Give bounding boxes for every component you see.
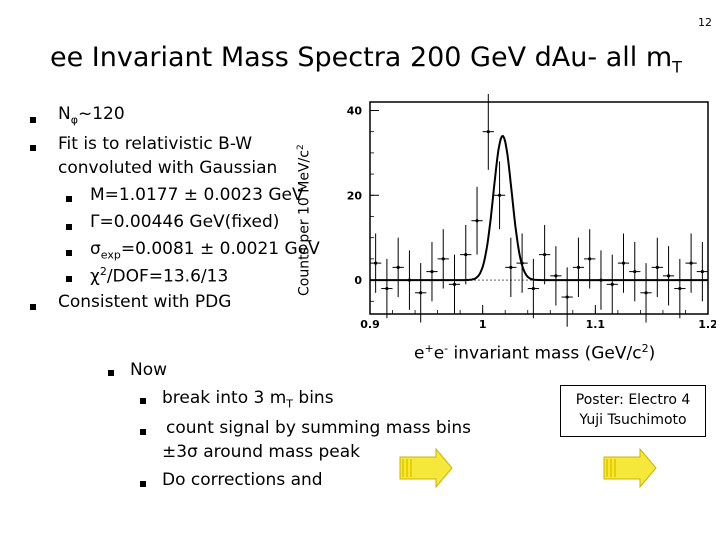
fit-curve (370, 134, 708, 282)
arrow-shape (399, 447, 453, 489)
item-break-bins: break into 3 mT bins (162, 388, 334, 410)
data-point (531, 286, 535, 291)
data-point (543, 253, 547, 257)
item-corrections: Do corrections and (162, 470, 323, 490)
n-phi-subscript: φ (70, 113, 78, 127)
bullet-consistent-pdg: Consistent with PDG (58, 292, 232, 312)
sub-bullet-marker (66, 224, 72, 230)
item-count-signal-line2: ±3σ around mass peak (162, 442, 361, 462)
data-point (678, 286, 682, 291)
data-point (588, 257, 592, 261)
data-point (452, 282, 457, 286)
data-point (610, 282, 614, 286)
right-arrow-icon (399, 447, 453, 489)
bullet-marker (108, 370, 114, 376)
sub-bullet-marker (140, 398, 146, 404)
xlabel-text: invariant mass (GeV/c (448, 343, 642, 364)
data-point (644, 291, 648, 295)
mass-spectrum-chart: 0.9 1 1.1 1.2 0 20 40 (347, 94, 716, 331)
sub-bullet-marker (140, 429, 146, 435)
chi-superscript: 2 (99, 265, 107, 278)
poster-line1: Poster: Electro 4 (575, 392, 691, 408)
xlabel-minus: - (444, 342, 449, 355)
bullet-n-phi: Nφ~120 (58, 104, 125, 126)
data-point (396, 265, 400, 269)
sub-bullet-marker (66, 196, 72, 202)
title-main: ee Invariant Mass Spectra 200 GeV d (50, 42, 552, 73)
chart-x-axis-label: e+e- invariant mass (GeV/c2) (414, 342, 655, 364)
sub-bullet-marker (140, 481, 146, 487)
data-point (633, 270, 637, 274)
poster-line2: Yuji Tsuchimoto (579, 412, 687, 428)
page-number: 12 (698, 16, 712, 29)
bullet-marker (30, 117, 36, 123)
data-point (374, 261, 378, 265)
sigma-prefix: σ (90, 239, 101, 259)
n-phi-suffix: ~120 (77, 104, 125, 124)
data-point (621, 261, 626, 265)
data-point (554, 274, 558, 278)
data-point (576, 265, 581, 269)
data-point (486, 130, 490, 134)
ylabel-text: Counts per 10 MeV/c (296, 150, 313, 296)
title-subscript: T (672, 57, 682, 77)
sigma-suffix: =0.0081 ± 0.0021 GeV (120, 239, 320, 259)
sigma-subscript: exp (100, 248, 121, 262)
break-bins-suffix: bins (293, 388, 334, 408)
y-tick-label: 40 (347, 104, 363, 117)
xlabel-e1: e (414, 343, 425, 364)
data-point (666, 274, 671, 278)
x-tick-label: 1.1 (586, 318, 606, 331)
chi-suffix: /DOF=13.6/13 (106, 266, 229, 287)
data-point (419, 291, 423, 295)
data-point (385, 286, 389, 291)
x-tick-label: 1.2 (698, 318, 716, 331)
bullet-fit-line1: Fit is to relativistic B-W (58, 134, 253, 154)
bullet-fit-line2: convoluted with Gaussian (58, 158, 278, 178)
plot-frame (369, 101, 709, 315)
page-title: ee Invariant Mass Spectra 200 GeV dAu- a… (50, 42, 682, 76)
data-point (475, 219, 479, 223)
poster-box: Poster: Electro 4 Yuji Tsuchimoto (560, 385, 706, 437)
xlabel-e2: e (433, 343, 445, 364)
data-point (700, 270, 704, 274)
bullet-marker (30, 304, 36, 310)
y-tick-label: 20 (347, 189, 363, 202)
chi-prefix: χ (90, 266, 100, 287)
item-count-signal-line1: count signal by summing mass bins (166, 418, 471, 438)
n-phi-prefix: N (58, 104, 71, 124)
data-point (689, 261, 693, 265)
y-tick-label: 0 (354, 274, 362, 287)
fit-chi2-value: χ2/DOF=13.6/13 (90, 265, 228, 287)
xlabel-squared: 2 (641, 342, 649, 355)
fit-sigma-value: σexp=0.0081 ± 0.0021 GeV (90, 239, 320, 261)
data-point (565, 295, 569, 299)
bullet-marker (30, 145, 36, 151)
title-after-main: Au- all m (551, 42, 673, 73)
data-point (430, 270, 434, 274)
xlabel-plus: + (424, 342, 434, 355)
sub-bullet-marker (66, 276, 72, 282)
data-point (464, 253, 468, 257)
chart-y-axis-label: Counts per 10 MeV/c2 (296, 144, 313, 296)
fit-mass-value: M=1.0177 ± 0.0023 GeV (90, 185, 304, 205)
data-point (441, 257, 445, 261)
data-point (655, 265, 659, 269)
data-point (497, 193, 502, 197)
fit-width-value: Γ=0.00446 GeV(fixed) (90, 212, 280, 232)
bullet-now: Now (130, 360, 168, 380)
break-bins-prefix: break into 3 m (162, 388, 287, 408)
x-tick-label: 0.9 (360, 318, 380, 331)
x-tick-label: 1 (479, 318, 487, 331)
right-arrow-icon (603, 447, 657, 489)
data-point (509, 265, 513, 269)
arrow-shape (603, 447, 657, 489)
break-bins-subscript: T (286, 397, 294, 411)
xlabel-end: ) (648, 343, 656, 364)
ylabel-superscript: 2 (296, 144, 306, 151)
sub-bullet-marker (66, 250, 72, 256)
